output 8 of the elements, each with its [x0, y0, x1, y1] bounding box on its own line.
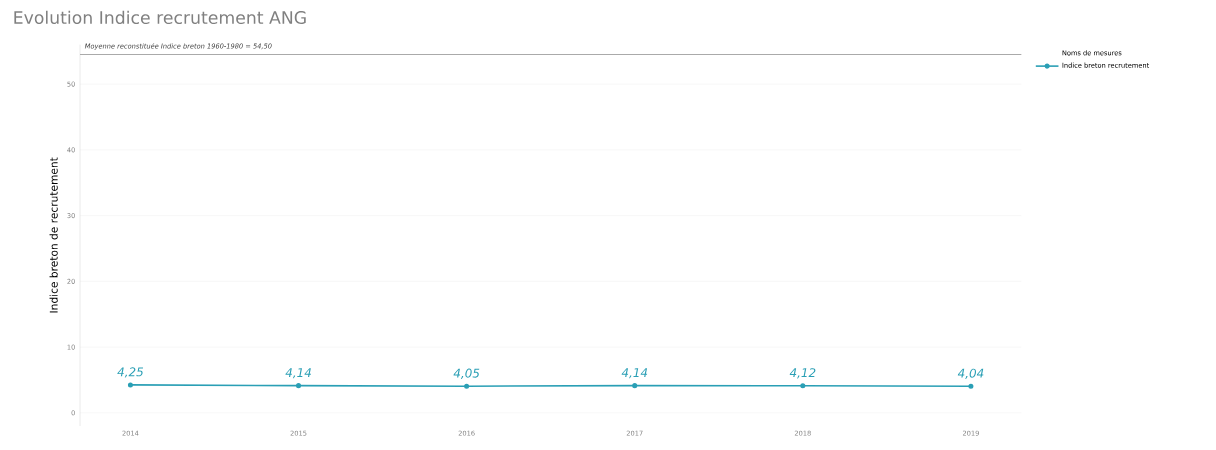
data-label: 4,14: [285, 368, 311, 379]
data-label: 4,04: [957, 368, 984, 379]
data-label: 4,14: [621, 368, 648, 379]
data-label: 4,12: [789, 368, 816, 379]
data-label: 4,25: [117, 367, 144, 378]
chart-title: Evolution Indice recrutement ANG: [14, 10, 306, 25]
data-label: 4,05: [453, 368, 480, 379]
y-axis-title: Indice breton de recrutement: [49, 157, 58, 313]
